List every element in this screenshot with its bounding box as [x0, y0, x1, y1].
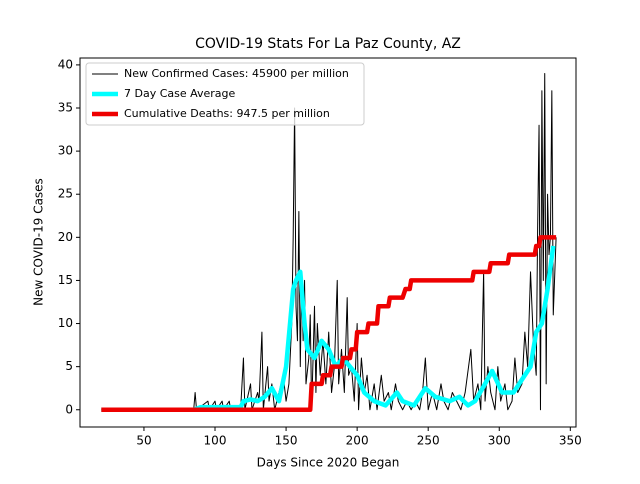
y-tick-label: 5: [65, 359, 73, 373]
legend-label: 7 Day Case Average: [124, 87, 236, 100]
chart-title: COVID-19 Stats For La Paz County, AZ: [195, 36, 461, 52]
y-tick-label: 25: [58, 187, 73, 201]
x-tick-label: 300: [488, 434, 511, 448]
y-tick-label: 20: [58, 230, 73, 244]
y-tick-label: 30: [58, 144, 73, 158]
y-tick-label: 10: [58, 316, 73, 330]
plot-frame: [79, 57, 577, 428]
y-tick-label: 40: [58, 57, 73, 71]
x-tick-label: 350: [559, 434, 582, 448]
x-tick-label: 100: [204, 434, 227, 448]
y-tick-label: 35: [58, 101, 73, 115]
x-tick-label: 250: [417, 434, 440, 448]
y-tick-label: 15: [58, 273, 73, 287]
x-tick-label: 50: [136, 434, 151, 448]
legend-label: New Confirmed Cases: 45900 per million: [124, 67, 349, 80]
series-line: [101, 245, 556, 413]
series-line: [101, 235, 557, 413]
x-tick-label: 150: [275, 434, 298, 448]
x-tick-label: 200: [346, 434, 369, 448]
x-axis-label: Days Since 2020 Began: [257, 456, 400, 470]
y-tick-label: 0: [65, 402, 73, 416]
y-axis-label: New COVID-19 Cases: [32, 178, 46, 306]
legend-label: Cumulative Deaths: 947.5 per million: [124, 107, 330, 120]
legend-box: [85, 62, 365, 126]
